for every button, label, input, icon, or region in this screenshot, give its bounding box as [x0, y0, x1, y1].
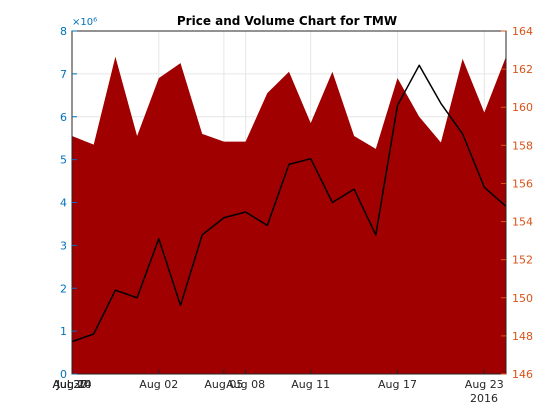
left-tick-label: 5 — [60, 154, 67, 167]
left-tick-label: 3 — [60, 239, 67, 252]
right-tick-label: 146 — [512, 368, 533, 381]
right-axis-ticks: 146 148 150 152 154 156 158 160 162 164 — [501, 25, 533, 381]
right-tick-label: 148 — [512, 330, 533, 343]
x-axis-year-label: 2016 — [470, 392, 498, 405]
left-tick-label: 0 — [60, 368, 67, 381]
right-tick-label: 150 — [512, 292, 533, 305]
left-tick-label: 7 — [60, 68, 67, 81]
right-tick-label: 164 — [512, 25, 533, 38]
x-tick-label: Aug 02 — [139, 378, 178, 391]
x-tick-label: Aug 14 — [53, 378, 92, 391]
x-tick-label: Aug 20 — [53, 378, 92, 391]
x-tick-label: Aug 08 — [226, 378, 265, 391]
right-tick-label: 158 — [512, 139, 533, 152]
left-axis-exponent: ×10⁶ — [72, 17, 97, 28]
x-tick-label: Aug 17 — [378, 378, 417, 391]
x-tick-label: Jul 30 — [56, 378, 88, 391]
volume-area-series — [72, 56, 506, 374]
x-tick-label: Aug 05 — [204, 378, 243, 391]
x-tick-label: Aug 11 — [291, 378, 330, 391]
left-tick-label: 1 — [60, 325, 67, 338]
left-tick-label: 2 — [60, 282, 67, 295]
left-tick-label: 4 — [60, 197, 67, 210]
right-tick-label: 156 — [512, 177, 533, 190]
x-tick-label: Aug 23 — [465, 378, 504, 391]
right-tick-label: 154 — [512, 216, 533, 229]
left-axis-ticks: 0 1 2 3 4 5 6 7 8 — [60, 25, 77, 381]
right-tick-label: 160 — [512, 101, 533, 114]
left-tick-label: 8 — [60, 25, 67, 38]
right-tick-label: 152 — [512, 254, 533, 267]
right-tick-label: 162 — [512, 63, 533, 76]
x-tick-label: Jul 27 — [56, 378, 88, 391]
chart-title: Price and Volume Chart for TMW — [177, 14, 397, 28]
left-tick-label: 6 — [60, 111, 67, 124]
